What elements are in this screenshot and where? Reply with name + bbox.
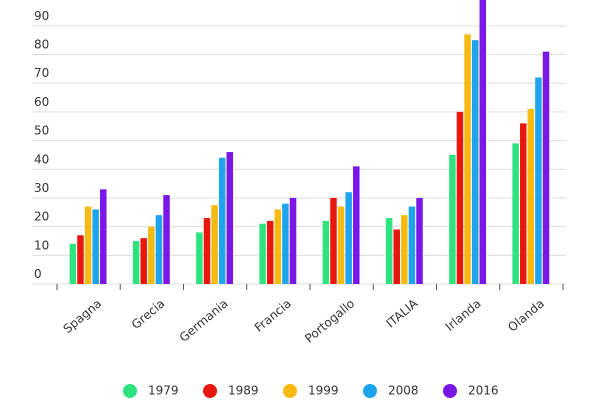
bar (408, 206, 416, 284)
x-tick-label: Irlanda (443, 296, 484, 334)
bar (196, 232, 203, 284)
bar (289, 197, 297, 284)
y-tick-label: 30 (34, 181, 49, 195)
bar (330, 197, 337, 284)
bar (456, 111, 464, 284)
bar (479, 0, 487, 284)
y-tick-label: 20 (34, 210, 49, 224)
bar (211, 205, 218, 284)
legend-label: 1989 (228, 384, 259, 398)
bar (226, 152, 234, 284)
bar (401, 215, 408, 284)
bar (322, 220, 330, 284)
bar (345, 192, 352, 284)
bar (132, 240, 140, 284)
bar (385, 218, 393, 284)
bar (218, 157, 226, 284)
x-tick-label: Germania (177, 296, 231, 344)
legend-swatch (203, 384, 217, 398)
y-tick-label: 80 (34, 38, 49, 52)
bar (140, 238, 147, 284)
bar (100, 189, 107, 284)
bar (77, 235, 84, 284)
bar (203, 218, 211, 284)
x-tick-label: Spagna (61, 296, 105, 336)
x-tick-label: Olanda (505, 296, 547, 334)
bar (155, 215, 163, 284)
legend-label: 2008 (388, 384, 419, 398)
bar (148, 226, 155, 284)
bar (416, 197, 423, 284)
x-tick-label: Francia (252, 296, 294, 335)
legend-swatch (443, 384, 457, 398)
bar (163, 195, 170, 284)
bar (259, 223, 266, 284)
legend-swatch (363, 384, 377, 398)
y-tick-label: 0 (34, 267, 42, 281)
y-tick-label: 40 (34, 152, 49, 166)
legend-label: 1999 (308, 384, 339, 398)
legend-swatch (283, 384, 297, 398)
y-tick-label: 70 (34, 66, 49, 80)
bar (69, 243, 77, 284)
bar (512, 143, 519, 284)
y-tick-label: 60 (34, 95, 49, 109)
bar (274, 209, 282, 284)
legend-label: 1979 (148, 384, 179, 398)
bar (527, 109, 535, 284)
legend-swatch (123, 384, 137, 398)
bar (84, 206, 92, 284)
bar (535, 77, 542, 284)
bar (449, 154, 456, 284)
bar (266, 220, 274, 284)
bar (464, 34, 471, 285)
x-tick-label: ITALIA (383, 296, 421, 331)
y-tick-label: 10 (34, 238, 49, 252)
bar (519, 123, 527, 284)
x-tick-label: Portogallo (302, 296, 357, 345)
bar (337, 206, 345, 284)
bar (471, 40, 479, 284)
bar (353, 166, 360, 284)
bar (393, 229, 400, 284)
bar (282, 203, 289, 284)
y-tick-label: 50 (34, 124, 49, 138)
y-tick-label: 90 (34, 9, 49, 23)
x-tick-label: Grecia (129, 296, 168, 332)
bar (92, 209, 99, 284)
bar (542, 51, 550, 284)
legend-label: 2016 (468, 384, 499, 398)
